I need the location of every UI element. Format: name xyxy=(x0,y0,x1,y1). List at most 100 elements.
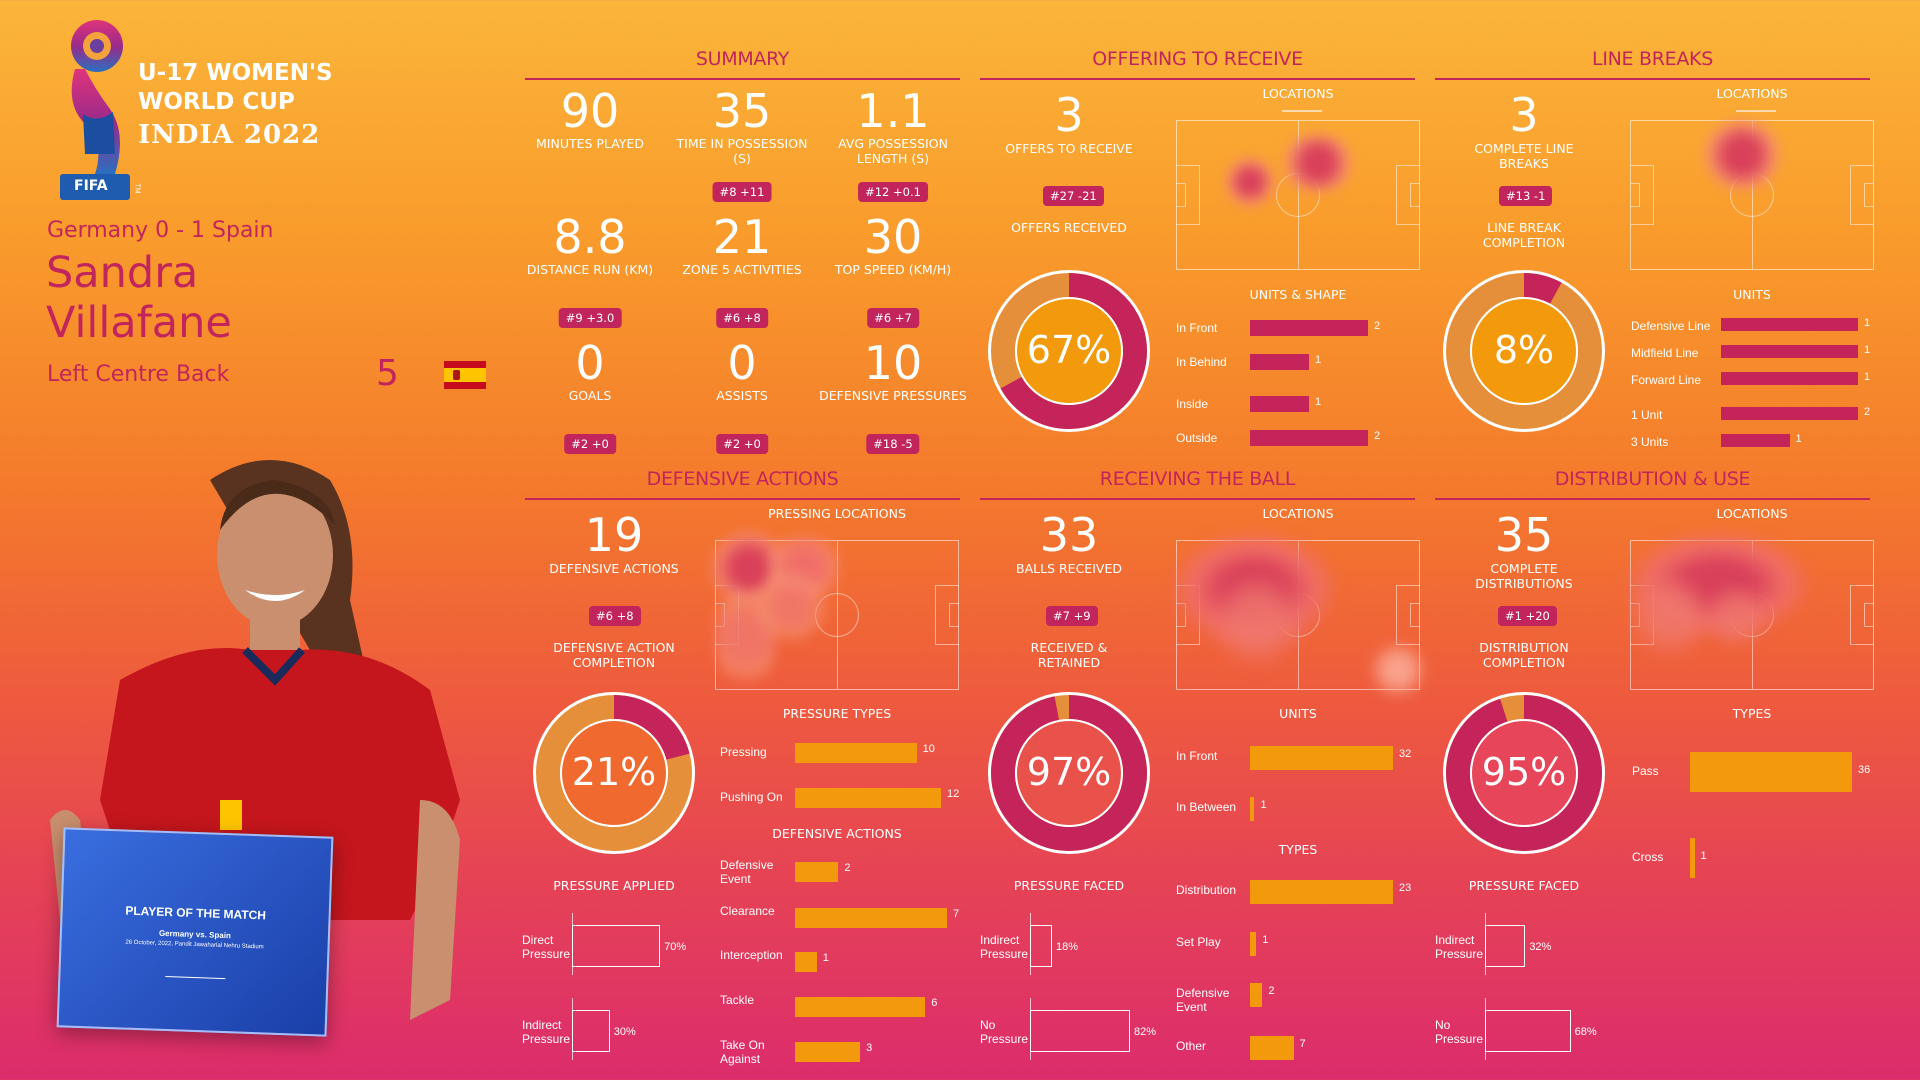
pressure-label: Indirect Pressure xyxy=(980,933,1029,961)
plaque-title: PLAYER OF THE MATCH xyxy=(125,903,267,923)
logo-line1: U-17 WOMEN'S xyxy=(138,60,333,86)
bar-fill xyxy=(795,1042,861,1062)
linebreaks-label: COMPLETE LINE BREAKS xyxy=(1474,141,1574,171)
bar-value: 7 xyxy=(953,908,960,920)
distribution-donut xyxy=(1443,692,1605,854)
summary-stat-rank: #9 +3.0 xyxy=(558,308,622,328)
pressure-bar xyxy=(1030,925,1052,967)
direction-arrow-icon xyxy=(1282,110,1322,112)
offering-value: 3 xyxy=(1054,88,1084,142)
offering-pitch xyxy=(1176,120,1420,270)
bar-value: 1 xyxy=(1315,396,1322,408)
summary-stat-rank: #6 +8 xyxy=(716,308,768,328)
offering-donut xyxy=(988,270,1150,432)
heat-spot xyxy=(1369,641,1427,699)
bar-value: 1 xyxy=(822,952,829,964)
section-title-linebreaks: LINE BREAKS xyxy=(1592,48,1713,70)
pressure-applied-title: PRESSURE APPLIED xyxy=(553,878,675,893)
bar-value: 1 xyxy=(1864,344,1871,356)
distribution-types-title: TYPES xyxy=(1732,706,1772,721)
offering-label: OFFERS TO RECEIVE xyxy=(1005,141,1133,156)
offering-locations-title: LOCATIONS xyxy=(1262,86,1334,101)
logo-line2: WORLD CUP xyxy=(138,89,295,115)
distribution-locations-title: LOCATIONS xyxy=(1716,506,1788,521)
heat-spot xyxy=(756,571,826,641)
heat-spot xyxy=(1279,135,1357,191)
donut-chart xyxy=(988,692,1150,854)
distribution-rank: #1 +20 xyxy=(1498,606,1557,626)
receiving-pressure-title: PRESSURE FACED xyxy=(1013,878,1125,893)
distribution-label: COMPLETE DISTRIBUTIONS xyxy=(1475,561,1573,591)
donut-chart xyxy=(988,270,1150,432)
match-score: Germany 0 - 1 Spain xyxy=(47,218,274,243)
receiving-sub: RECEIVED & RETAINED xyxy=(1030,640,1108,670)
pressure-value: 18% xyxy=(1055,941,1078,953)
pressure-bar xyxy=(572,925,661,967)
summary-stat-label: DISTANCE RUN (KM) xyxy=(526,262,654,277)
bar-label: Defensive Event xyxy=(1176,986,1230,1014)
bar-label: Pushing On xyxy=(720,790,783,804)
bar-fill xyxy=(795,788,941,808)
pressure-label: Direct Pressure xyxy=(522,933,571,961)
linebreaks-donut xyxy=(1443,270,1605,432)
trophy-emblem-icon xyxy=(60,20,130,200)
pressure-label: Indirect Pressure xyxy=(522,1018,571,1046)
plaque-signature xyxy=(165,963,226,980)
bar-value: 2 xyxy=(844,862,851,874)
logo-line3: INDIA 2022 xyxy=(138,120,321,150)
bar-label: Inside xyxy=(1176,397,1209,411)
spain-flag-icon xyxy=(444,361,486,389)
pressure-value: 68% xyxy=(1574,1026,1597,1038)
bar-value: 2 xyxy=(1374,320,1381,332)
receiving-value: 33 xyxy=(1039,508,1099,562)
summary-stat-label: MINUTES PLAYED xyxy=(536,136,644,151)
bar-value: 2 xyxy=(1864,406,1871,418)
bar-label: In Behind xyxy=(1176,355,1227,369)
bar-label: Cross xyxy=(1632,850,1664,864)
bar-value: 12 xyxy=(947,788,960,800)
summary-stat-label: TIME IN POSSESSION (s) xyxy=(676,136,808,166)
receiving-units-title: UNITS xyxy=(1279,706,1317,721)
summary-stat-value: 10 xyxy=(863,336,923,390)
bar-value: 3 xyxy=(866,1042,873,1054)
donut-center xyxy=(1015,297,1123,405)
player-last-name: Villafane xyxy=(46,298,232,348)
donut-center xyxy=(1015,719,1123,827)
summary-stat-rank: #6 +7 xyxy=(867,308,919,328)
bar-value: 1 xyxy=(1864,371,1871,383)
player-position: Left Centre Back xyxy=(47,362,230,387)
bar-value: 36 xyxy=(1858,764,1871,776)
heat-spot xyxy=(1207,571,1307,671)
distribution-pitch xyxy=(1623,529,1874,690)
bar-fill xyxy=(1250,354,1309,370)
summary-stat-rank: #18 -5 xyxy=(866,434,920,454)
offering-rank: #27 -21 xyxy=(1043,186,1104,206)
bar-label: Tackle xyxy=(720,993,755,1007)
pressure-bar xyxy=(572,1010,610,1052)
tm-text: TM xyxy=(133,183,141,194)
donut-center xyxy=(1470,719,1578,827)
bar-value: 6 xyxy=(931,997,938,1009)
bar-fill xyxy=(1250,983,1263,1007)
receiving-label: BALLS RECEIVED xyxy=(1016,561,1122,576)
summary-stat-label: AVG POSSESSION LENGTH (s) xyxy=(838,136,948,166)
bar-fill xyxy=(1250,430,1368,446)
summary-stat-value: 30 xyxy=(863,210,923,264)
bar-label: Defensive Line xyxy=(1631,319,1711,333)
summary-stat-value: 21 xyxy=(712,210,772,264)
receiving-types-title: TYPES xyxy=(1278,842,1318,857)
pressure-value: 32% xyxy=(1529,941,1552,953)
bar-value: 32 xyxy=(1399,748,1412,760)
bar-value: 7 xyxy=(1299,1038,1306,1050)
pressure-types-title: PRESSURE TYPES xyxy=(782,706,892,721)
donut-fill xyxy=(1446,695,1602,851)
bar-label: Other xyxy=(1176,1039,1207,1053)
linebreaks-pitch xyxy=(1630,120,1874,270)
bar-fill xyxy=(1721,318,1858,331)
section-title-distribution: DISTRIBUTION & USE xyxy=(1554,468,1751,490)
summary-stat-label: GOALS xyxy=(568,388,612,403)
bar-label: Take On Against xyxy=(720,1038,765,1066)
distribution-pct: 95% xyxy=(1481,750,1567,794)
donut-fill xyxy=(536,695,692,851)
player-first-name: Sandra xyxy=(46,248,199,298)
